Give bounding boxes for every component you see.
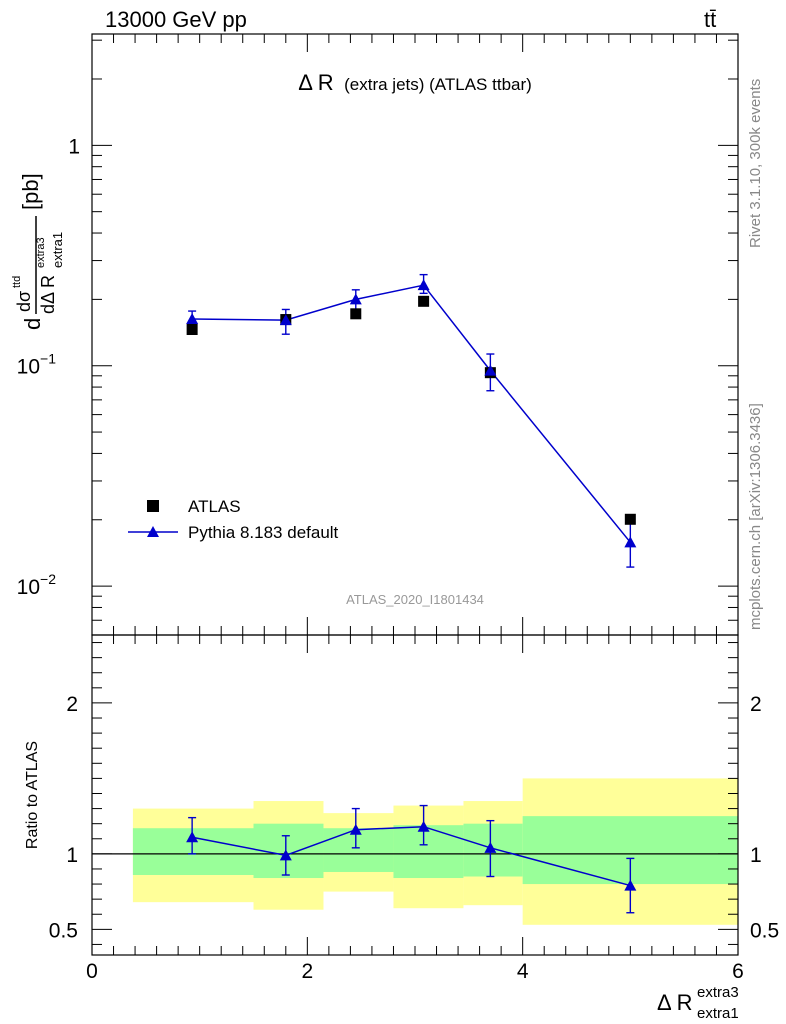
ratio-pythia-point [186, 831, 199, 843]
atlas-point [350, 308, 362, 320]
ratio-y-axis-label: Ratio to ATLAS [24, 741, 41, 849]
plot-title: Δ R (extra jets) (ATLAS ttbar) [298, 70, 532, 95]
ratio-pythia-point [624, 879, 637, 891]
pythia-point [417, 279, 430, 291]
ratio-y-tick-label-left: 0.5 [49, 919, 78, 942]
pythia-point [279, 314, 292, 326]
ratio-y-tick-label-right: 2 [750, 693, 762, 716]
legend-atlas-marker [147, 500, 159, 512]
ratio-axis-ticks [91, 635, 739, 955]
ratio-pythia-point [279, 849, 292, 861]
atlas-point [624, 513, 636, 525]
pythia-point [484, 364, 497, 376]
ratio-y-tick-labels: 0.5 0.5 1 1 2 2 [49, 693, 779, 942]
mcplots-label: mcplots.cern.ch [arXiv:1306.3436] [747, 403, 764, 630]
svg-text:d: d [20, 318, 45, 330]
main-y-tick-label: 10−2 [17, 571, 57, 599]
x-tick-label: 0 [86, 960, 98, 983]
main-y-tick-exp: −2 [40, 571, 56, 587]
analysis-watermark: ATLAS_2020_I1801434 [346, 592, 484, 607]
x-axis-label-main: Δ R [657, 990, 692, 1015]
svg-text:extra1: extra1 [50, 232, 65, 268]
svg-text:extra3: extra3 [35, 237, 47, 268]
legend: ATLAS Pythia 8.183 default [128, 497, 339, 542]
ratio-y-tick-label-left: 1 [66, 844, 78, 867]
rivet-label: Rivet 3.1.10, 300k events [747, 79, 764, 248]
ratio-pythia-point [349, 823, 362, 835]
svg-text:dσ: dσ [14, 291, 34, 312]
plot-title-main: Δ R [298, 70, 333, 95]
svg-text:ttd: ttd [11, 276, 23, 288]
pythia-point [186, 312, 199, 324]
ratio-pythia-point [417, 820, 430, 832]
main-y-tick-base: 10 [17, 356, 40, 379]
x-tick-label: 4 [517, 960, 529, 983]
svg-text:dΔ R: dΔ R [38, 275, 58, 314]
main-y-tick-base: 10 [17, 576, 40, 599]
pythia-line [192, 284, 631, 543]
x-axis-label-sub: extra1 [697, 1005, 739, 1022]
pythia-point [624, 536, 637, 548]
ratio-uncertainty-bands [132, 778, 738, 925]
x-axis-label-sup: extra3 [697, 984, 739, 1001]
ratio-pythia-point [484, 841, 497, 853]
ratio-pythia-line [191, 825, 631, 887]
main-y-tick-label: 1 [68, 135, 80, 158]
main-y-tick-label: 10−1 [17, 351, 57, 379]
x-tick-label: 2 [301, 960, 313, 983]
atlas-point [186, 323, 198, 335]
ratio-y-tick-label-right: 1 [750, 844, 762, 867]
main-y-axis-label: d dσ ttd dΔ R extra3 extra1 [pb] [11, 173, 65, 330]
x-tick-label: 6 [732, 960, 744, 983]
main-axis-ticks [91, 34, 739, 636]
ratio-data-marks [92, 804, 738, 914]
legend-pythia-label: Pythia 8.183 default [188, 523, 339, 542]
green-band-3 [393, 825, 464, 879]
process-label: tt̄ [704, 7, 716, 32]
main-data-marks [186, 273, 637, 568]
pythia-point [349, 293, 362, 305]
ratio-y-tick-label-left: 2 [66, 693, 78, 716]
svg-text:[pb]: [pb] [18, 173, 43, 210]
ratio-x-tick-labels: 0 2 4 6 [86, 960, 744, 983]
energy-label: 13000 GeV pp [105, 7, 247, 32]
atlas-point [418, 295, 430, 307]
x-axis-label: Δ R extra3 extra1 [657, 984, 739, 1022]
ratio-y-tick-label-right: 0.5 [750, 919, 779, 942]
main-y-tick-exp: −1 [40, 351, 56, 367]
plot-title-small: (extra jets) (ATLAS ttbar) [344, 75, 532, 94]
legend-pythia-marker [147, 526, 159, 537]
main-y-tick-labels: 110−110−2 [17, 135, 80, 599]
legend-atlas-label: ATLAS [188, 497, 241, 516]
green-band-2 [323, 828, 394, 872]
